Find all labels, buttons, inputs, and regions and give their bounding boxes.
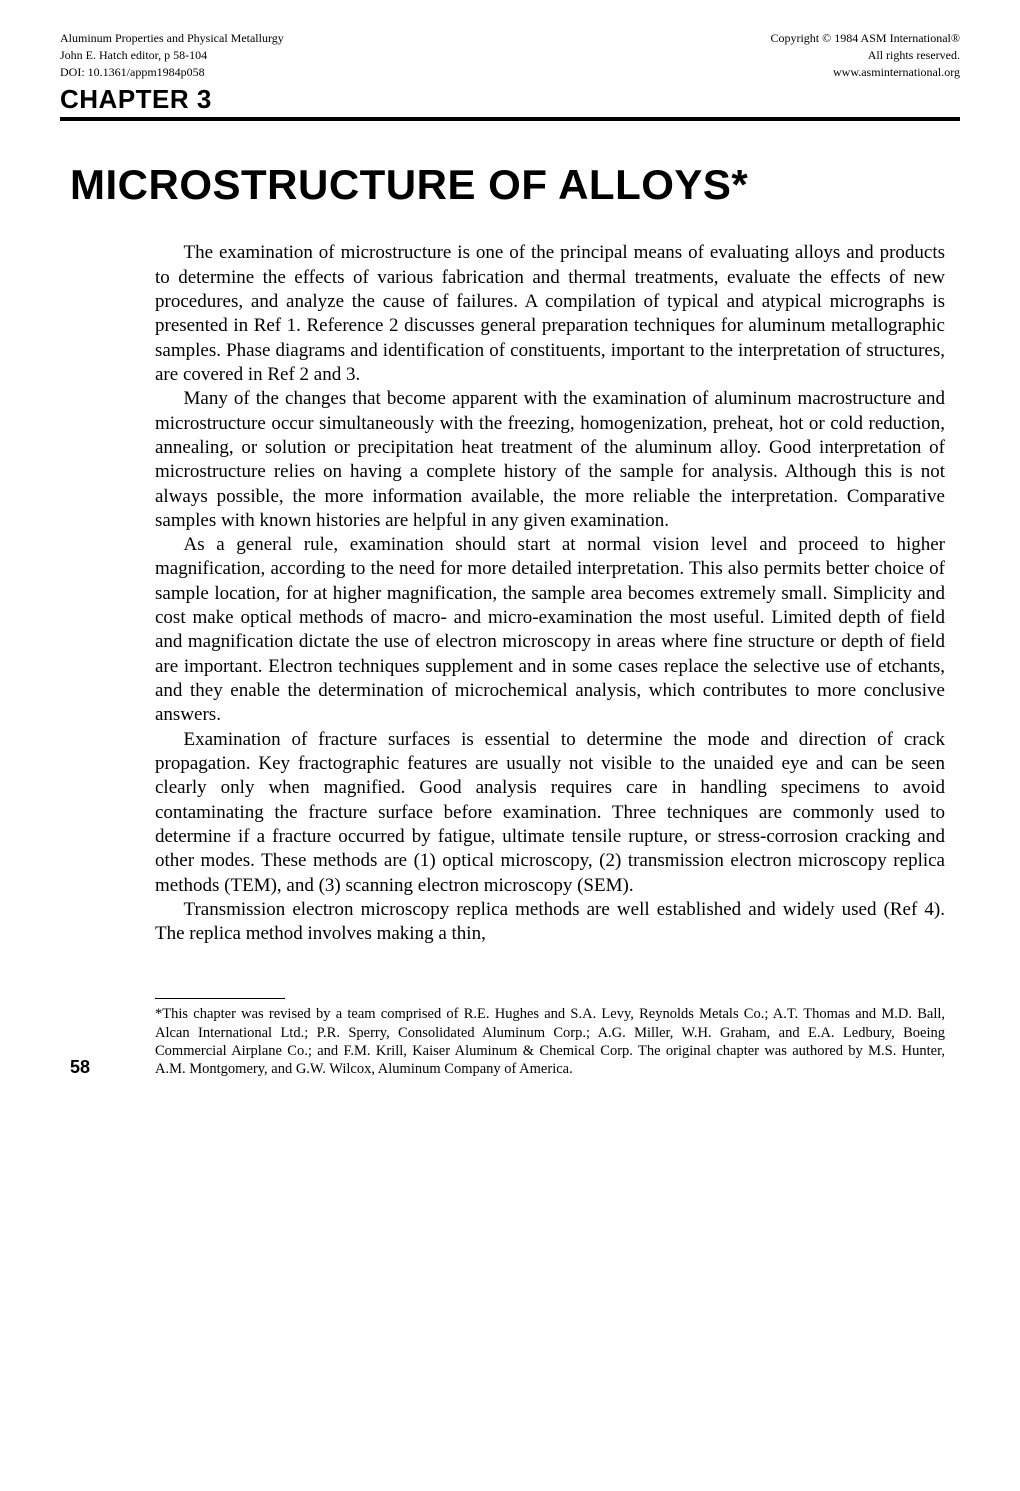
footnote-divider xyxy=(155,998,285,999)
chapter-divider xyxy=(60,117,960,121)
paragraph-1: The examination of microstructure is one… xyxy=(155,241,945,387)
body-text: The examination of microstructure is one… xyxy=(60,241,960,946)
page-title: MICROSTRUCTURE OF ALLOYS* xyxy=(60,161,960,209)
footnote-text: *This chapter was revised by a team comp… xyxy=(120,1005,960,1078)
paragraph-5: Transmission electron microscopy replica… xyxy=(155,898,945,947)
page-number: 58 xyxy=(60,1057,120,1078)
copyright: Copyright © 1984 ASM International® xyxy=(770,30,960,47)
website-url: www.asminternational.org xyxy=(770,64,960,81)
page-header: Aluminum Properties and Physical Metallu… xyxy=(60,30,960,80)
rights-reserved: All rights reserved. xyxy=(770,47,960,64)
editor-pages: John E. Hatch editor, p 58-104 xyxy=(60,47,284,64)
footnote-section: 58 *This chapter was revised by a team c… xyxy=(60,1005,960,1078)
header-left: Aluminum Properties and Physical Metallu… xyxy=(60,30,284,80)
chapter-label: CHAPTER 3 xyxy=(60,84,960,115)
paragraph-3: As a general rule, examination should st… xyxy=(155,533,945,728)
header-right: Copyright © 1984 ASM International® All … xyxy=(770,30,960,80)
paragraph-2: Many of the changes that become apparent… xyxy=(155,387,945,533)
doi: DOI: 10.1361/appm1984p058 xyxy=(60,64,284,81)
paragraph-4: Examination of fracture surfaces is esse… xyxy=(155,728,945,898)
book-title: Aluminum Properties and Physical Metallu… xyxy=(60,30,284,47)
